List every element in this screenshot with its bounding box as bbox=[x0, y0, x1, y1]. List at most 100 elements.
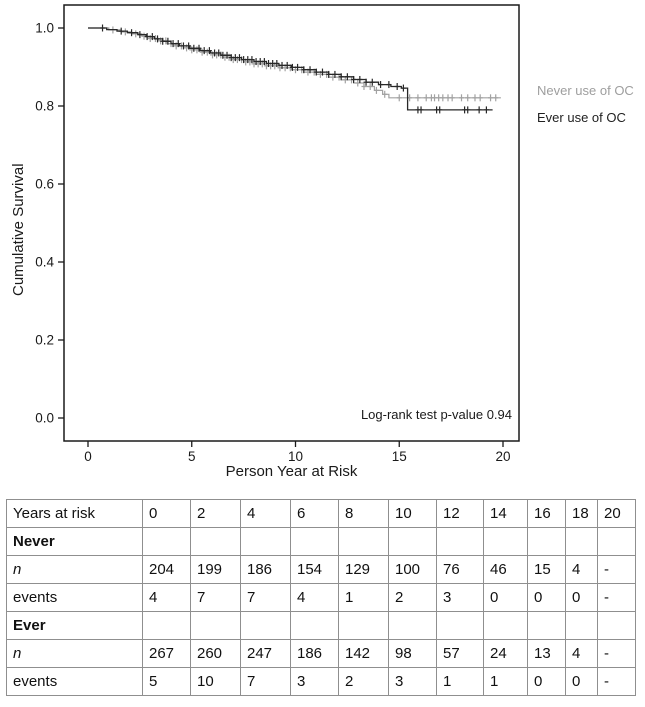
x-tick-label: 10 bbox=[288, 449, 303, 464]
table-cell bbox=[565, 611, 598, 640]
table-cell: 1 bbox=[436, 667, 484, 696]
y-axis-title: Cumulative Survival bbox=[10, 163, 27, 296]
table-cell: 15 bbox=[527, 555, 566, 584]
table-cell bbox=[190, 611, 241, 640]
header-year-10: 10 bbox=[388, 499, 437, 528]
table-cell: 100 bbox=[388, 555, 437, 584]
y-tick-label: 0.0 bbox=[35, 411, 54, 426]
table-cell bbox=[240, 527, 291, 556]
table-cell bbox=[527, 527, 566, 556]
table-cell: - bbox=[597, 639, 636, 668]
table-cell: 57 bbox=[436, 639, 484, 668]
logrank-annotation: Log-rank test p-value 0.94 bbox=[360, 407, 512, 422]
table-cell: 154 bbox=[290, 555, 339, 584]
x-tick-label: 15 bbox=[392, 449, 407, 464]
table-cell: 5 bbox=[142, 667, 191, 696]
table-cell: 260 bbox=[190, 639, 241, 668]
table-cell: 4 bbox=[565, 555, 598, 584]
row-label: n bbox=[6, 555, 143, 584]
header-year-12: 12 bbox=[436, 499, 484, 528]
table-cell: 2 bbox=[388, 583, 437, 612]
legend-never-use: Never use of OC bbox=[537, 83, 634, 98]
table-cell: 3 bbox=[290, 667, 339, 696]
header-years-at-risk: Years at risk bbox=[6, 499, 143, 528]
y-tick-label: 1.0 bbox=[35, 21, 54, 36]
table-cell: 2 bbox=[338, 667, 389, 696]
table-cell bbox=[142, 611, 191, 640]
row-label: events bbox=[6, 583, 143, 612]
table-cell: 7 bbox=[240, 583, 291, 612]
table-cell: 7 bbox=[240, 667, 291, 696]
table-cell bbox=[483, 611, 528, 640]
x-tick-label: 0 bbox=[84, 449, 92, 464]
table-cell: 4 bbox=[142, 583, 191, 612]
table-cell: 13 bbox=[527, 639, 566, 668]
y-tick-label: 0.4 bbox=[35, 255, 54, 270]
table-cell: 0 bbox=[565, 667, 598, 696]
header-year-18: 18 bbox=[565, 499, 598, 528]
table-cell: 7 bbox=[190, 583, 241, 612]
table-cell: 0 bbox=[565, 583, 598, 612]
table-row: Never bbox=[6, 527, 636, 556]
table-cell: - bbox=[597, 583, 636, 612]
table-cell bbox=[527, 611, 566, 640]
table-cell: 1 bbox=[483, 667, 528, 696]
header-year-16: 16 bbox=[527, 499, 566, 528]
header-year-20: 20 bbox=[597, 499, 636, 528]
table-header-row: Years at risk 0 2 4 6 8 10 12 14 16 18 20 bbox=[6, 499, 636, 528]
legend-ever-use: Ever use of OC bbox=[537, 110, 626, 125]
table-cell bbox=[483, 527, 528, 556]
table-cell bbox=[565, 527, 598, 556]
row-label: Never bbox=[6, 527, 143, 556]
table-cell bbox=[436, 611, 484, 640]
table-row: Ever bbox=[6, 611, 636, 640]
table-cell: 142 bbox=[338, 639, 389, 668]
table-cell: 24 bbox=[483, 639, 528, 668]
table-cell: 0 bbox=[527, 583, 566, 612]
table-cell bbox=[338, 611, 389, 640]
km-chart-svg: 0.0 0.2 0.4 0.6 0.8 1.0 0 5 10 15 20 bbox=[35, 4, 520, 464]
header-year-0: 0 bbox=[142, 499, 191, 528]
row-label: n bbox=[6, 639, 143, 668]
table-cell: 0 bbox=[527, 667, 566, 696]
table-cell: 4 bbox=[290, 583, 339, 612]
y-tick-label: 0.2 bbox=[35, 333, 54, 348]
table-cell: 10 bbox=[190, 667, 241, 696]
table-cell: - bbox=[597, 555, 636, 584]
table-cell: 1 bbox=[338, 583, 389, 612]
table-row: events 5 10 7 3 2 3 1 1 0 0- bbox=[6, 667, 636, 696]
table-cell: 0 bbox=[483, 583, 528, 612]
table-cell bbox=[436, 527, 484, 556]
x-tick-label: 5 bbox=[188, 449, 196, 464]
table-cell: 76 bbox=[436, 555, 484, 584]
table-cell: 129 bbox=[338, 555, 389, 584]
table-cell: 98 bbox=[388, 639, 437, 668]
table-cell: 3 bbox=[388, 667, 437, 696]
table-cell bbox=[142, 527, 191, 556]
km-plot-area: 0.0 0.2 0.4 0.6 0.8 1.0 0 5 10 15 20 Cumulative Su… bbox=[10, 4, 634, 480]
header-year-6: 6 bbox=[290, 499, 339, 528]
x-axis-title: Person Year at Risk bbox=[225, 463, 358, 480]
header-year-2: 2 bbox=[190, 499, 241, 528]
row-label: Ever bbox=[6, 611, 143, 640]
y-tick-label: 0.6 bbox=[35, 177, 54, 192]
table-cell: 46 bbox=[483, 555, 528, 584]
table-cell bbox=[597, 611, 636, 640]
row-label: events bbox=[6, 667, 143, 696]
header-year-14: 14 bbox=[483, 499, 528, 528]
table-cell bbox=[290, 527, 339, 556]
table-cell: 204 bbox=[142, 555, 191, 584]
table-cell bbox=[240, 611, 291, 640]
table-cell bbox=[597, 527, 636, 556]
risk-table: Years at risk 0 2 4 6 8 10 12 14 16 18 20 Never n 204 1… bbox=[6, 499, 636, 696]
table-cell: 199 bbox=[190, 555, 241, 584]
table-cell: 247 bbox=[240, 639, 291, 668]
plot-frame bbox=[63, 4, 520, 442]
table-row: n 204 199 186 154 129 100 76 46 15 4- bbox=[6, 555, 636, 584]
header-year-8: 8 bbox=[338, 499, 389, 528]
table-cell: - bbox=[597, 667, 636, 696]
header-year-4: 4 bbox=[240, 499, 291, 528]
table-cell: 186 bbox=[290, 639, 339, 668]
table-cell bbox=[388, 527, 437, 556]
table-row: events 4 7 7 4 1 2 3 0 0 0- bbox=[6, 583, 636, 612]
